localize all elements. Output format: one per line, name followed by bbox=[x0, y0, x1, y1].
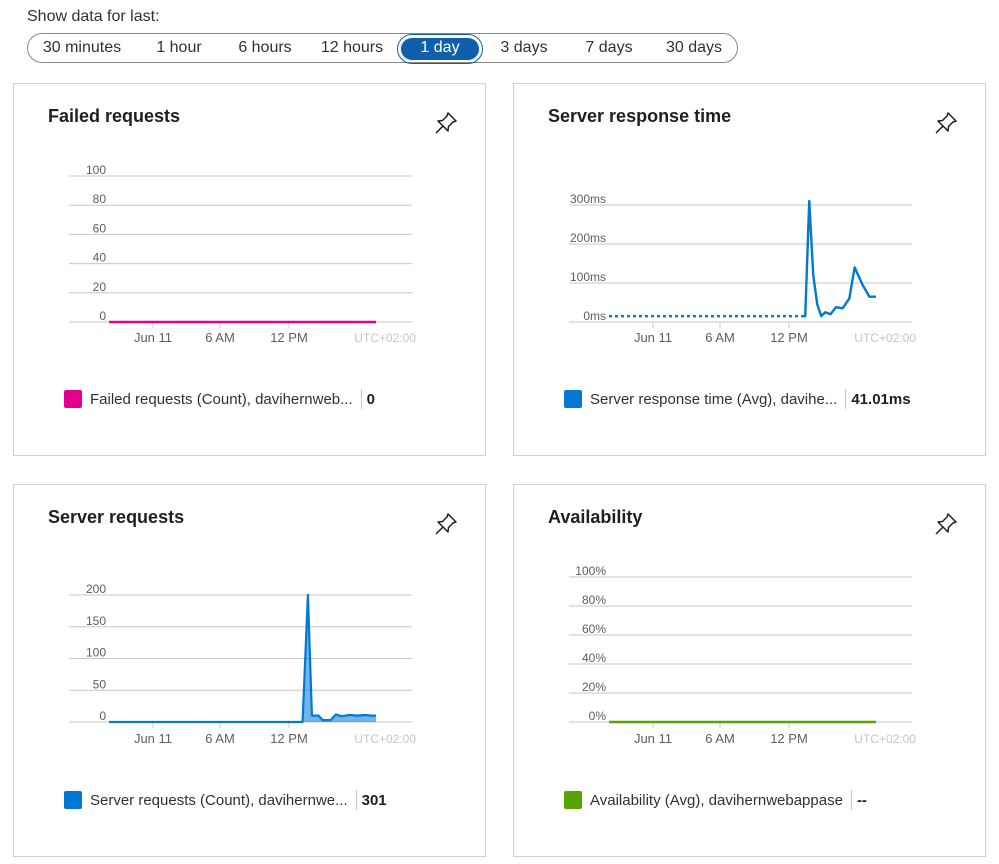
y-tick-label: 0 bbox=[99, 309, 106, 323]
pin-needle bbox=[935, 125, 944, 134]
pin-needle bbox=[935, 526, 944, 535]
range-option-7-days[interactable]: 7 days bbox=[585, 39, 633, 56]
legend-label: Availability (Avg), davihernwebappase bbox=[590, 791, 843, 809]
pin-head bbox=[437, 112, 457, 132]
range-option-12-hours[interactable]: 12 hours bbox=[320, 39, 384, 56]
y-tick-label: 80 bbox=[93, 192, 107, 206]
pin-needle bbox=[435, 125, 444, 134]
time-range-label: Show data for last: bbox=[27, 8, 160, 25]
server-requests-chart: 200 150 100 50 0 Jun 11 6 AM 12 PM UTC+02:00 bbox=[69, 582, 416, 746]
y-tick-label: 0% bbox=[589, 709, 607, 723]
y-tick-label: 300ms bbox=[570, 192, 606, 206]
legend-value: -- bbox=[856, 791, 867, 809]
pin-icon[interactable] bbox=[433, 511, 459, 537]
legend-swatch bbox=[64, 390, 82, 408]
availability-chart: 100% 80% 60% 40% 20% 0% Jun 11 6 AM 12 PM UTC+02:… bbox=[569, 564, 916, 746]
x-tick-label: Jun 11 bbox=[634, 330, 672, 345]
legend-swatch bbox=[64, 791, 82, 809]
series-area bbox=[109, 595, 376, 722]
x-tick-label: 6 AM bbox=[705, 731, 735, 746]
timezone-label: UTC+02:00 bbox=[854, 331, 916, 345]
server-requests-panel[interactable]: Server requests 200 150 100 50 0 Jun 11 6 AM 12… bbox=[13, 484, 486, 857]
x-tick-label: 12 PM bbox=[770, 731, 808, 746]
legend-swatch bbox=[564, 390, 582, 408]
x-tick-label: 12 PM bbox=[270, 731, 308, 746]
legend-value: 301 bbox=[361, 791, 387, 809]
server-response-time-panel[interactable]: Server response time 300ms 200ms 100ms 0ms J… bbox=[513, 83, 986, 456]
legend-separator bbox=[850, 790, 852, 810]
y-tick-label: 20 bbox=[93, 280, 107, 294]
legend-swatch bbox=[564, 791, 582, 809]
availability-panel[interactable]: Availability 100% 80% 60% 40% 20% 0% Jun 11 6 A… bbox=[513, 484, 986, 857]
range-option-1-day[interactable]: 1 day bbox=[397, 34, 483, 64]
panel-title: Failed requests bbox=[48, 106, 181, 126]
legend-label: Server response time (Avg), davihe... bbox=[590, 390, 838, 408]
x-tick-label: Jun 11 bbox=[634, 731, 672, 746]
pin-icon[interactable] bbox=[933, 110, 959, 136]
pin-head bbox=[937, 513, 957, 533]
failed-requests-panel[interactable]: Failed requests 100 80 60 40 20 0 Jun 11 6 AM 12… bbox=[13, 83, 486, 456]
pin-icon[interactable] bbox=[933, 511, 959, 537]
y-tick-label: 0 bbox=[99, 709, 106, 723]
legend-label: Server requests (Count), davihernwe... bbox=[90, 791, 348, 809]
y-tick-label: 60% bbox=[582, 622, 606, 636]
range-option-30-minutes[interactable]: 30 minutes bbox=[42, 39, 122, 56]
y-tick-label: 40 bbox=[93, 251, 107, 265]
range-option-6-hours[interactable]: 6 hours bbox=[238, 39, 292, 56]
timezone-label: UTC+02:00 bbox=[354, 331, 416, 345]
panel-title: Availability bbox=[548, 507, 643, 527]
series-line bbox=[801, 199, 876, 318]
y-tick-label: 150 bbox=[86, 614, 106, 628]
y-tick-label: 100ms bbox=[570, 270, 606, 284]
y-tick-label: 200ms bbox=[570, 231, 606, 245]
y-tick-label: 40% bbox=[582, 651, 606, 665]
panel-title: Server response time bbox=[548, 106, 732, 126]
range-option-1-hour[interactable]: 1 hour bbox=[156, 39, 202, 56]
chart-legend[interactable]: Server requests (Count), davihernwe... 3… bbox=[64, 789, 387, 811]
x-tick-label: Jun 11 bbox=[134, 731, 172, 746]
range-option-30-days[interactable]: 30 days bbox=[665, 39, 723, 56]
legend-separator bbox=[845, 389, 847, 409]
timezone-label: UTC+02:00 bbox=[854, 732, 916, 746]
x-tick-label: 6 AM bbox=[205, 731, 235, 746]
pin-head bbox=[937, 112, 957, 132]
y-tick-label: 100 bbox=[86, 646, 106, 660]
y-tick-label: 80% bbox=[582, 593, 606, 607]
y-tick-label: 100 bbox=[86, 163, 106, 177]
panel-title: Server requests bbox=[48, 507, 185, 527]
server-response-time-chart: 300ms 200ms 100ms 0ms Jun 11 6 AM 12 PM UTC+02:… bbox=[569, 192, 916, 345]
y-tick-label: 20% bbox=[582, 680, 606, 694]
legend-separator bbox=[355, 790, 357, 810]
pin-needle bbox=[435, 526, 444, 535]
y-tick-label: 50 bbox=[93, 677, 107, 691]
x-tick-label: 6 AM bbox=[205, 330, 235, 345]
y-tick-label: 0ms bbox=[583, 309, 606, 323]
chart-legend[interactable]: Availability (Avg), davihernwebappase -- bbox=[564, 789, 867, 811]
y-tick-label: 100% bbox=[575, 564, 606, 578]
x-tick-label: 12 PM bbox=[770, 330, 808, 345]
x-tick-label: 6 AM bbox=[705, 330, 735, 345]
time-range-selector: 30 minutes 1 hour 6 hours 12 hours 1 day… bbox=[27, 33, 738, 64]
series-line bbox=[109, 593, 376, 724]
x-tick-label: 12 PM bbox=[270, 330, 308, 345]
legend-label: Failed requests (Count), davihernweb... bbox=[90, 390, 353, 408]
failed-requests-chart: 100 80 60 40 20 0 Jun 11 6 AM 12 PM UTC+02:00 bbox=[69, 163, 416, 345]
legend-value: 41.01ms bbox=[851, 390, 911, 408]
legend-separator bbox=[360, 389, 362, 409]
timezone-label: UTC+02:00 bbox=[354, 732, 416, 746]
chart-legend[interactable]: Failed requests (Count), davihernweb... … bbox=[64, 388, 375, 410]
pin-head bbox=[437, 513, 457, 533]
legend-value: 0 bbox=[366, 390, 375, 408]
y-tick-label: 60 bbox=[93, 221, 107, 235]
pin-icon[interactable] bbox=[433, 110, 459, 136]
range-option-3-days[interactable]: 3 days bbox=[500, 39, 548, 56]
x-tick-label: Jun 11 bbox=[134, 330, 172, 345]
chart-legend[interactable]: Server response time (Avg), davihe... 41… bbox=[564, 388, 911, 410]
y-tick-label: 200 bbox=[86, 582, 106, 596]
